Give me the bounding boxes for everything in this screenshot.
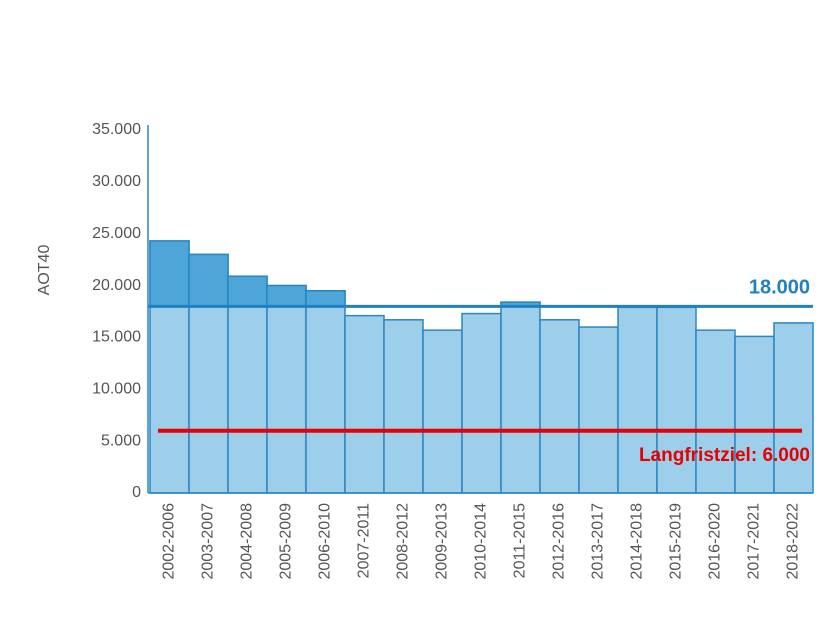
bar <box>578 326 619 494</box>
x-tick-label: 2006-2010 <box>317 503 334 580</box>
x-tick-label: 2012-2016 <box>551 503 568 580</box>
x-tick-label: 2008-2012 <box>395 503 412 580</box>
bar-above-reference <box>149 240 190 308</box>
y-axis-label: AOT40 <box>36 245 53 296</box>
x-tick-label: 2014-2018 <box>629 503 646 580</box>
bar <box>500 301 541 494</box>
y-tick-label: 15.000 <box>92 329 141 346</box>
bar <box>734 335 775 494</box>
bar-above-reference <box>188 253 229 308</box>
x-tick-label: 2007-2011 <box>356 503 373 578</box>
x-tick-label: 2009-2013 <box>434 503 451 580</box>
bar <box>539 319 580 494</box>
bar <box>461 312 502 494</box>
x-tick-label: 2002-2006 <box>161 503 178 580</box>
bar <box>305 290 346 494</box>
y-tick-label: 20.000 <box>92 277 141 294</box>
bar <box>266 284 307 494</box>
bar <box>695 329 736 494</box>
x-tick-label: 2018-2022 <box>785 503 802 580</box>
x-tick-label: 2016-2020 <box>707 503 724 580</box>
x-tick-label: 2003-2007 <box>200 503 217 580</box>
x-tick-label: 2011-2015 <box>512 503 529 578</box>
y-tick-label: 35.000 <box>92 121 141 138</box>
x-tick-label: 2013-2017 <box>590 503 607 580</box>
reference-label: Langfristziel: 6.000 <box>639 445 810 466</box>
y-tick-label: 5.000 <box>101 432 141 449</box>
bar-above-reference <box>266 284 307 308</box>
y-tick-label: 10.000 <box>92 381 141 398</box>
x-tick-label: 2015-2019 <box>668 503 685 580</box>
reference-label: 18.000 <box>749 277 810 299</box>
y-tick-label: 30.000 <box>92 173 141 190</box>
bar <box>227 275 268 494</box>
x-tick-label: 2004-2008 <box>239 503 256 580</box>
bar <box>344 314 385 494</box>
x-tick-label: 2017-2021 <box>746 503 763 580</box>
x-tick-label: 2005-2009 <box>278 503 295 580</box>
x-tick-label: 2010-2014 <box>473 503 490 580</box>
y-tick-label: 25.000 <box>92 225 141 242</box>
bar-above-reference <box>227 275 268 308</box>
bar <box>422 329 463 494</box>
y-tick-label: 0 <box>132 484 141 501</box>
bar <box>383 319 424 494</box>
bar <box>773 322 814 494</box>
bar-above-reference <box>305 290 346 308</box>
